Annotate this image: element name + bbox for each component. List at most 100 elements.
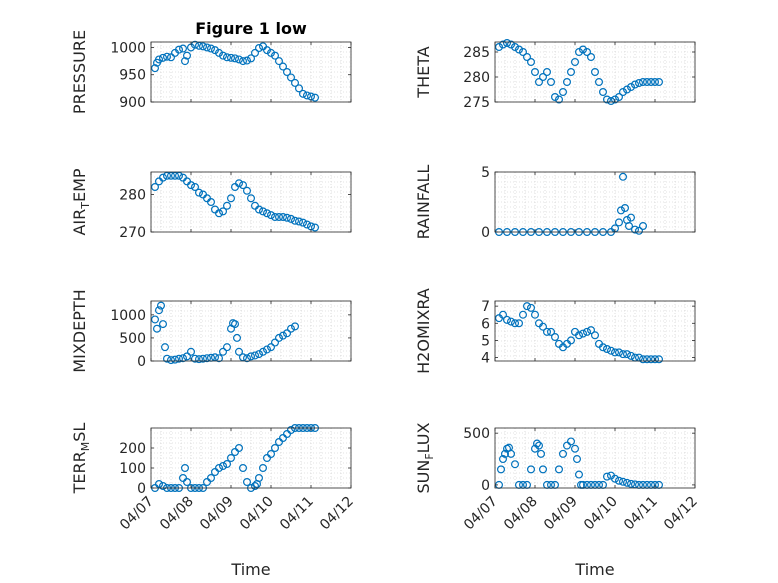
data-point [235,55,244,64]
data-point [598,343,607,352]
subplot-2: 275 280 285 THETA [414,38,696,111]
data-point [590,67,599,76]
y-tick-label: 5 [481,165,490,181]
data-point [566,67,575,76]
data-point [602,345,611,354]
data-point [247,352,256,361]
data-point [267,450,276,459]
y-axis-label-main: PRESSURE [70,30,89,114]
data-point [275,213,284,222]
data-point [299,218,308,227]
data-point [227,454,236,463]
y-tick-label: 285 [463,45,490,61]
data-point [526,465,535,474]
data-point [511,42,520,51]
data-point [536,449,545,458]
data-point [153,324,162,333]
data-point [622,350,631,359]
data-point [626,82,635,91]
data-point [271,213,280,222]
subplot-3: 270 280 AIRTEMP [70,168,352,241]
data-point [299,89,308,98]
data-point [614,348,623,357]
data-point [195,188,204,197]
data-point [227,53,236,62]
data-point [179,474,188,483]
axes-box [150,427,352,489]
data-point [255,350,264,359]
data-point [638,355,647,364]
axes-box [494,427,696,489]
y-axis-label-post: SL [70,423,89,442]
subplot-8: 04/07 04/08 04/09 04/10 04/11 04/120500SUNFLU… [414,422,701,579]
data-point [255,205,264,214]
data-point [267,48,276,57]
data-point [626,351,635,360]
y-axis-label-sub: T [79,202,92,210]
data-point [271,338,280,347]
data-point [550,92,559,101]
data-point [507,449,516,458]
y-tick-label: 6 [481,316,490,332]
data-point [610,348,619,357]
data-point [215,48,224,57]
data-point [622,85,631,94]
data-point [503,315,512,324]
data-point [183,51,192,60]
y-axis-label: H2OMIXRA [414,288,433,374]
data-point [239,464,248,473]
y-axis-label: PRESSURE [70,30,89,114]
data-point [215,354,224,363]
y-tick-label: 500 [463,426,490,442]
data-point [606,96,615,105]
data-point [219,207,228,216]
data-point [211,46,220,55]
data-point [187,347,196,356]
data-point [654,355,663,364]
data-point [259,207,268,216]
data-point [163,52,172,61]
data-point [191,183,200,192]
subplot-4: 0 5 RAINFALL [414,165,696,241]
axes-box [494,41,696,103]
data-point [618,477,627,486]
data-point [654,77,663,86]
data-point [151,64,160,73]
data-point [163,354,172,363]
data-point [566,336,575,345]
data-point [503,38,512,47]
series-points [151,301,300,365]
y-axis-label-post: LUX [414,422,433,453]
data-point [195,41,204,50]
data-point [155,55,164,64]
chart-title: Figure 1 low [195,19,307,38]
data-point [219,51,228,60]
data-point [614,218,623,227]
data-point [526,303,535,312]
data-point [546,327,555,336]
data-point [602,95,611,104]
data-point [554,95,563,104]
y-tick-label: 275 [463,95,490,111]
data-point [159,173,168,182]
grid [494,41,696,103]
data-point [630,80,639,89]
data-point [181,464,190,473]
data-point [187,181,196,190]
data-point [287,324,296,333]
y-tick-label: 900 [119,95,146,111]
data-point [538,322,547,331]
data-point [295,84,304,93]
data-point [618,172,627,181]
data-point [159,53,168,62]
subplot-6: 4 567 H2OMIXRA [414,288,696,374]
data-point [195,355,204,364]
data-point [275,333,284,342]
data-point [499,40,508,49]
data-point [243,478,252,487]
data-point [263,209,272,218]
data-point [191,40,200,49]
data-point [538,465,547,474]
data-point [634,78,643,87]
y-tick-label: 5 [481,333,490,349]
